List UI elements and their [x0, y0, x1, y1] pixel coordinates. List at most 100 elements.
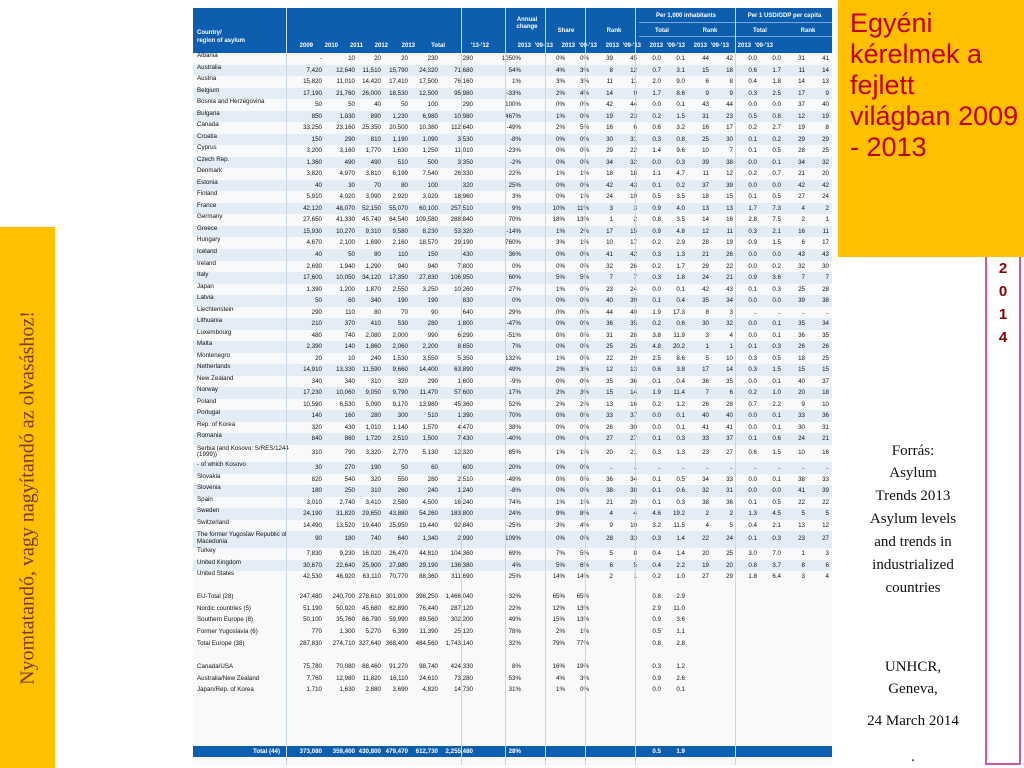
- row-cell: 5: [609, 550, 613, 558]
- row-cell: 0.6: [652, 366, 661, 374]
- row-cell: 1.3: [748, 510, 757, 518]
- row-cell: 40: [822, 101, 829, 109]
- row-cell: 0.2: [652, 112, 661, 120]
- row-cell: 37: [726, 435, 733, 443]
- row-country: Greece: [197, 224, 218, 232]
- header-country: Country/: [197, 30, 222, 36]
- source-line: industrialized: [872, 557, 954, 573]
- row-cell: 0.1: [772, 412, 781, 420]
- row-cell: 0.0: [772, 55, 781, 62]
- row-cell: 1.1: [652, 170, 661, 178]
- row-cell: 0.1: [748, 193, 757, 201]
- row-cell: 41: [822, 55, 829, 62]
- table-row: Belgium 17,190 21,760 26,000 18,530 12,500 95,…: [193, 87, 832, 100]
- row-cell: 2.2: [676, 561, 685, 569]
- row-cell: 2.2: [772, 400, 781, 408]
- row-cell: 19: [798, 124, 805, 132]
- row-cell: 30: [348, 181, 355, 189]
- row-cell: 13,330: [336, 366, 355, 374]
- row-cell: 12: [726, 170, 733, 178]
- row-cell: 0%: [556, 487, 565, 495]
- row-cell: 50,100: [303, 616, 322, 624]
- row-cell: 7%: [512, 343, 521, 351]
- row-cell: 7: [801, 274, 805, 282]
- row-country: Finland: [197, 190, 218, 198]
- row-cell: 1: [825, 216, 829, 224]
- header-column-label: '13-'12: [470, 43, 489, 49]
- row-cell: 12: [630, 66, 637, 74]
- row-cell: 11.4: [673, 389, 685, 397]
- row-cell: 1,390: [306, 285, 322, 293]
- row-cell: 5,350: [457, 354, 473, 362]
- row-cell: 34: [798, 158, 805, 166]
- row-cell: 62,890: [389, 604, 408, 612]
- row-cell: 1%: [580, 191, 589, 203]
- header-country-sub: region of asylum: [197, 38, 246, 44]
- row-cell: 31: [606, 331, 613, 339]
- row-cell: 290: [344, 135, 355, 143]
- row-cell: 0.1: [652, 181, 661, 189]
- row-cell: 0.3: [748, 227, 757, 235]
- row-cell: 19,440: [419, 521, 438, 529]
- row-cell: 1.3: [676, 449, 685, 457]
- row-cell: 39: [606, 55, 613, 62]
- row-cell: 2,690: [306, 262, 322, 270]
- row-cell: 860: [344, 435, 355, 443]
- row-cell: 0.1: [748, 147, 757, 155]
- row-cell: 340: [311, 377, 322, 385]
- row-cell: 30,670: [303, 561, 322, 569]
- row-cell: 18: [798, 354, 805, 362]
- table-row: Ireland 2,690 1,940 1,290 940 940 7,800 0% 0% 0% 3…: [193, 260, 832, 273]
- row-cell: 34: [726, 297, 733, 305]
- row-cell: 4.8: [652, 343, 661, 351]
- row-cell: 0.0: [652, 55, 661, 62]
- row-cell: 18,530: [389, 89, 408, 97]
- row-cell: 48,070: [336, 204, 355, 212]
- row-cell: 0.1: [772, 475, 781, 483]
- row-cell: 10,980: [454, 112, 473, 120]
- row-cell: 23: [798, 535, 805, 543]
- row-cell: 3,810: [365, 170, 381, 178]
- row-cell: 9,050: [365, 389, 381, 397]
- row-cell: 0.4: [676, 297, 685, 305]
- row-cell: 467%: [505, 112, 521, 120]
- row-cell: 4: [825, 573, 829, 581]
- row-cell: 9: [729, 89, 733, 97]
- row-cell: 54%: [508, 66, 521, 74]
- row-cell: 42: [822, 181, 829, 189]
- row-cell: 410: [370, 320, 381, 328]
- row-cell: 830: [462, 297, 473, 305]
- row-cell: 8.6: [676, 89, 685, 97]
- row-cell: 0.3: [748, 89, 757, 97]
- row-country: Lithuania: [197, 317, 223, 325]
- row-cell: 20: [702, 550, 709, 558]
- row-cell: 24,320: [419, 66, 438, 74]
- row-cell: 20: [606, 449, 613, 457]
- row-cell: 1%: [556, 449, 565, 457]
- asylum-table: Country/ region of asylum Annual change …: [193, 8, 832, 765]
- row-cell: 21: [726, 274, 733, 282]
- row-cell: 2.5: [772, 89, 781, 97]
- row-country: Sweden: [197, 507, 220, 515]
- row-cell: 7: [705, 389, 709, 397]
- row-cell: 46,920: [336, 573, 355, 581]
- row-cell: 100%: [505, 101, 521, 109]
- row-cell: 20.2: [672, 343, 685, 351]
- row-cell: 0.1: [772, 158, 781, 166]
- row-cell: 247,480: [299, 592, 322, 600]
- row-cell: 11,510: [362, 66, 381, 74]
- row-cell: 0%: [556, 412, 565, 420]
- row-cell: 0%: [580, 284, 589, 296]
- row-cell: ..: [681, 464, 685, 472]
- row-cell: 17: [798, 89, 805, 97]
- row-cell: 4.6: [652, 510, 661, 518]
- row-cell: 42: [606, 181, 613, 189]
- row-cell: 30: [606, 135, 613, 143]
- row-cell: 4,970: [339, 170, 355, 178]
- table-row: Finland 5,910 4,020 3,090 2,920 3,020 18,960 3%…: [193, 190, 832, 203]
- row-cell: 24: [702, 274, 709, 282]
- table-row: Spain 3,010 2,740 3,410 2,580 4,500 16,240 74% 1…: [193, 496, 832, 509]
- row-cell: 11.5: [673, 521, 685, 529]
- row-cell: 13: [822, 78, 829, 86]
- row-cell: 280: [370, 412, 381, 420]
